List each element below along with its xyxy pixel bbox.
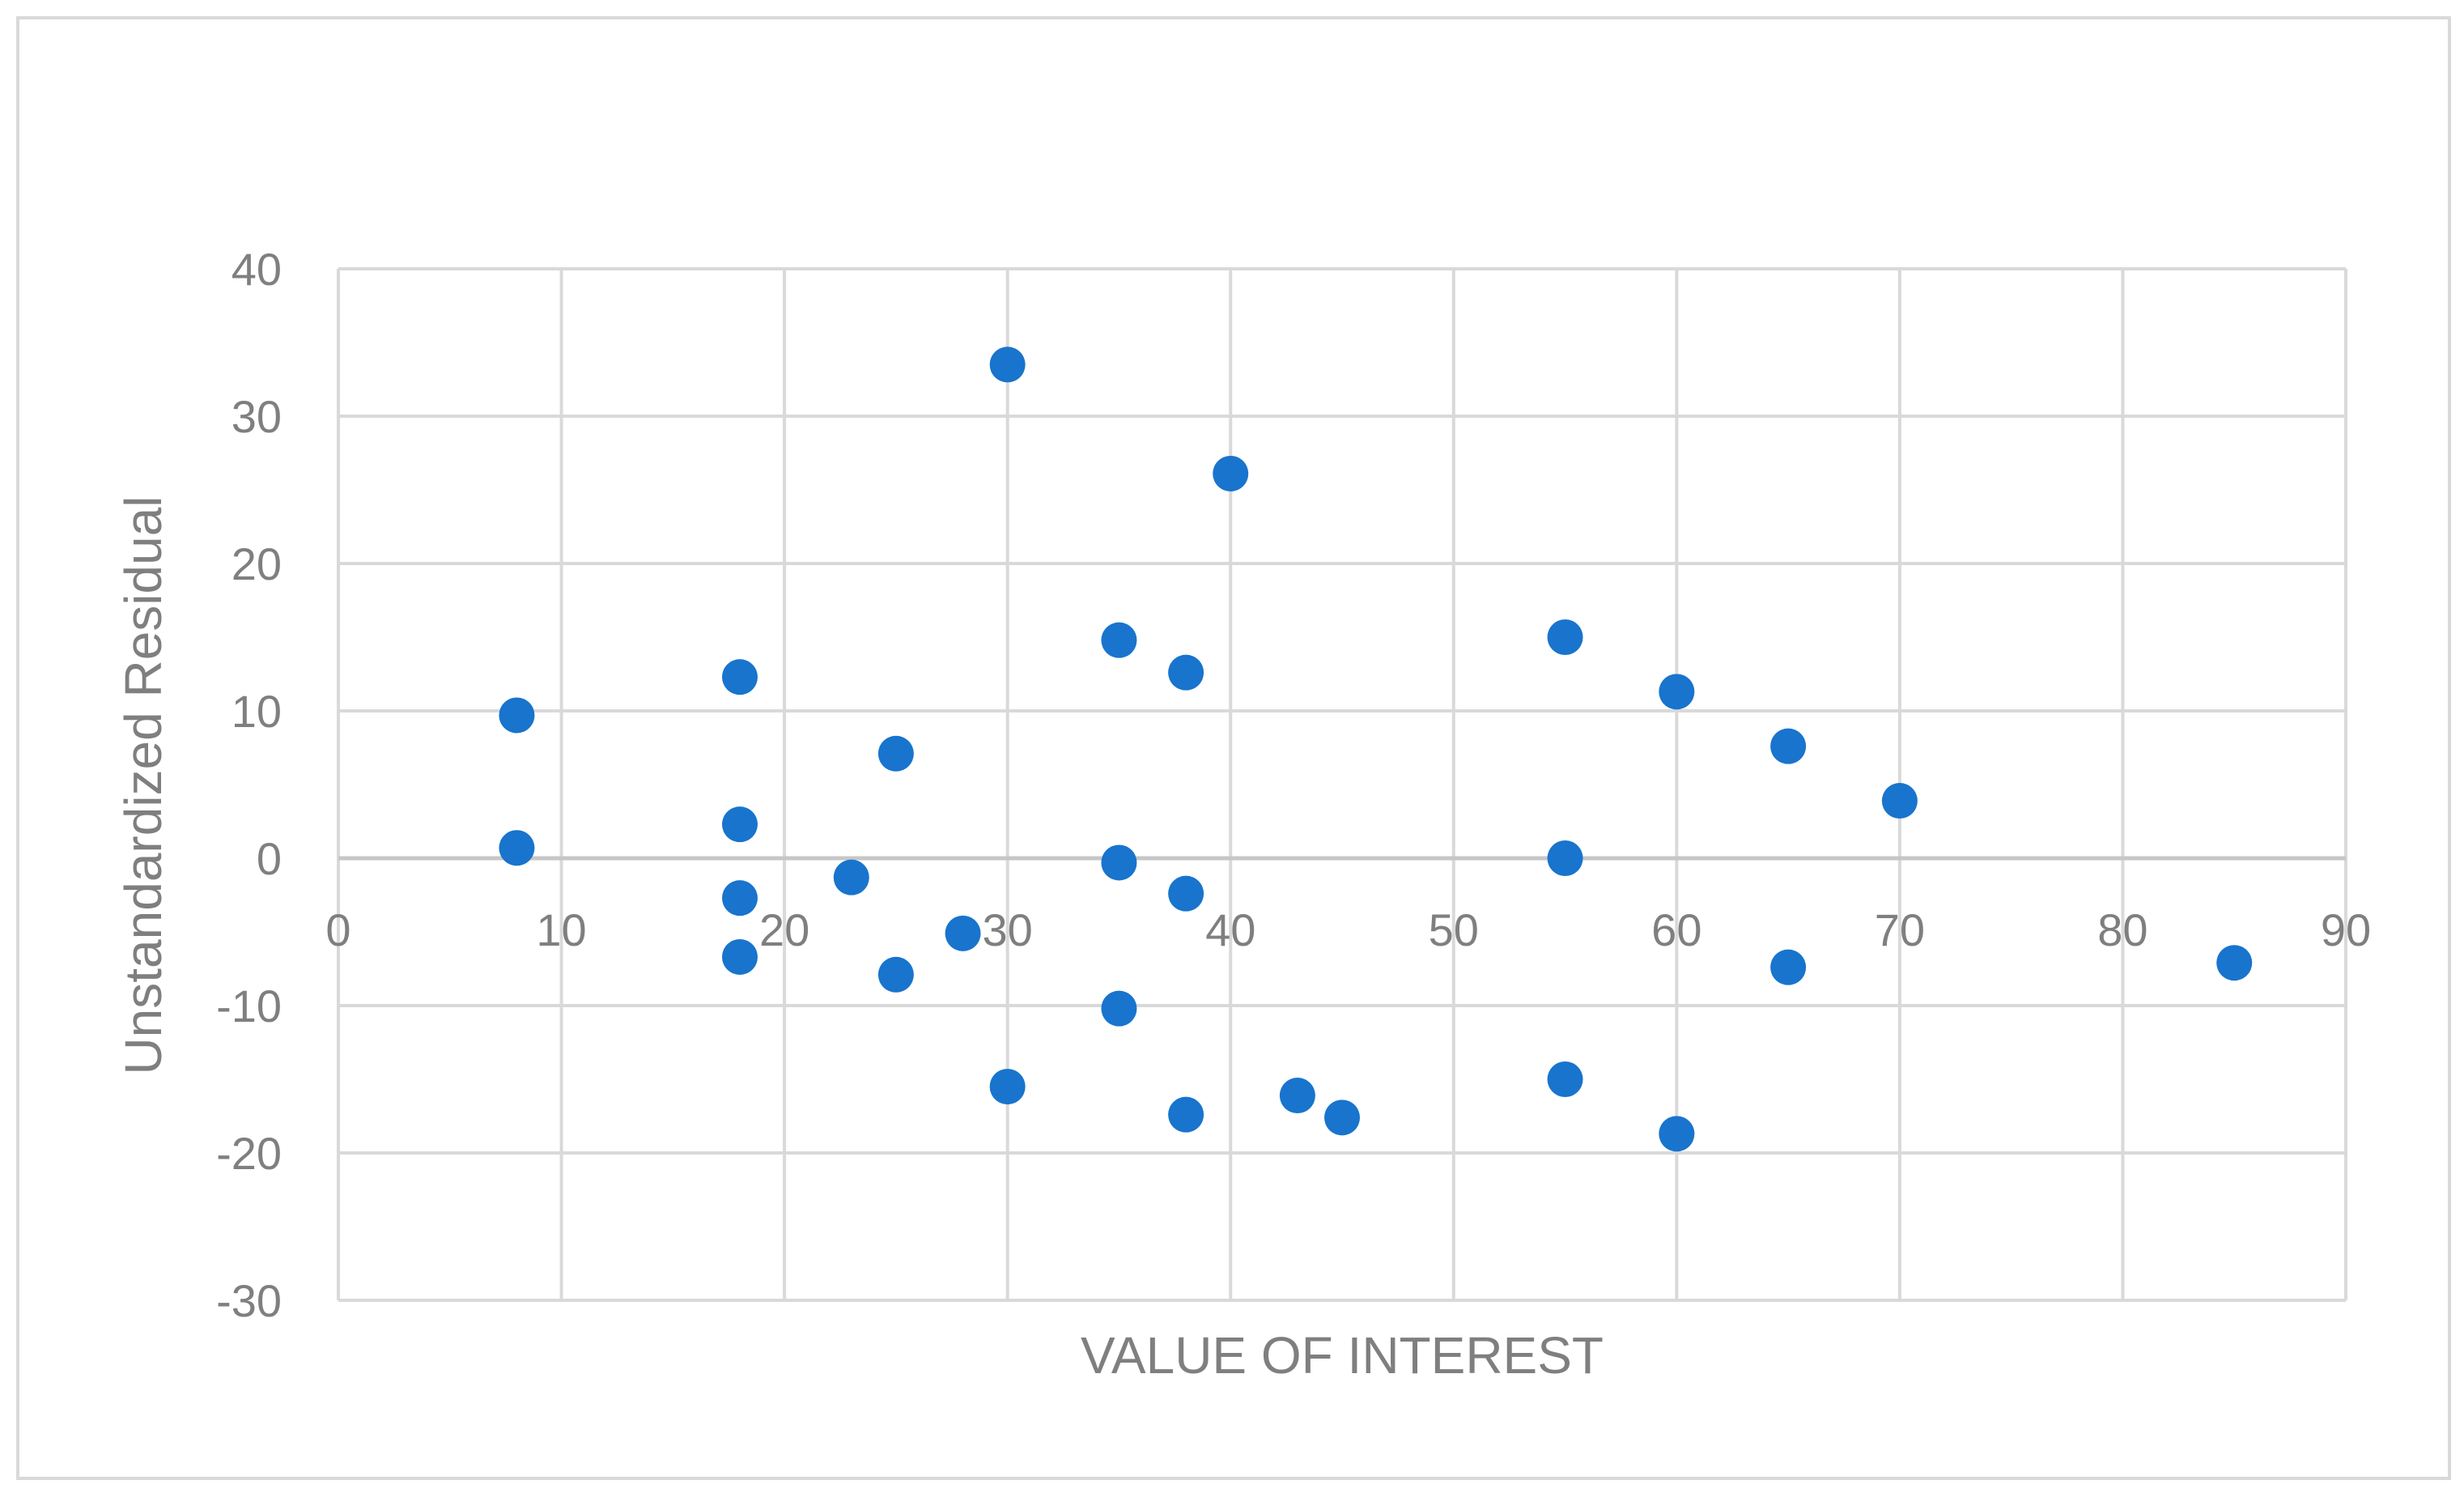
y-tick-label: 40 [232, 244, 282, 295]
data-point [1547, 619, 1583, 655]
data-points [499, 347, 2253, 1152]
y-tick-label: 0 [257, 833, 282, 884]
x-tick-label: 90 [2321, 904, 2371, 955]
data-point [499, 830, 535, 866]
x-tick-label: 60 [1651, 904, 1701, 955]
x-tick-label: 20 [759, 904, 809, 955]
x-tick-label: 30 [983, 904, 1033, 955]
data-point [722, 659, 758, 695]
x-tick-label: 0 [325, 904, 350, 955]
data-point [945, 915, 981, 951]
data-point [877, 735, 914, 772]
data-point [722, 880, 758, 917]
x-tick-label: 70 [1875, 904, 1925, 955]
data-point [1213, 455, 1249, 491]
data-point [1168, 654, 1204, 691]
y-axis-title: Unstandardized Residual [114, 496, 172, 1074]
data-point [499, 697, 535, 734]
y-tick-label: -30 [216, 1275, 282, 1326]
data-point [1168, 1096, 1204, 1133]
data-point [833, 859, 869, 895]
data-point [1547, 840, 1583, 876]
data-point [722, 938, 758, 975]
data-point [1168, 875, 1204, 912]
data-point [1101, 844, 1137, 881]
data-point [989, 347, 1026, 383]
data-point [722, 806, 758, 843]
data-point [1279, 1078, 1315, 1114]
data-point [1659, 1116, 1695, 1152]
x-tick-label: 50 [1429, 904, 1479, 955]
x-axis-title: VALUE OF INTEREST [1081, 1326, 1604, 1385]
x-tick-label: 40 [1205, 904, 1255, 955]
tick-labels: 0 10 20 30 40 50 60 70 80 90 40 30 20 10 0 -10 -20 -30 [216, 244, 2371, 1326]
y-tick-label: 30 [232, 391, 282, 442]
data-point [1101, 990, 1137, 1027]
y-tick-label: -20 [216, 1128, 282, 1179]
chart-area [16, 16, 2451, 1480]
y-tick-label: 10 [232, 686, 282, 737]
data-point [1770, 949, 1807, 985]
data-point [1547, 1061, 1583, 1097]
data-point [1881, 783, 1918, 819]
x-tick-label: 10 [536, 904, 586, 955]
y-tick-label: -10 [216, 980, 282, 1031]
data-point [1770, 728, 1807, 764]
data-point [1659, 674, 1695, 710]
data-point [2216, 945, 2253, 981]
data-point [1324, 1100, 1360, 1136]
data-point [877, 956, 914, 993]
gridlines [337, 267, 2347, 1302]
data-point [989, 1069, 1026, 1105]
y-tick-label: 20 [232, 538, 282, 589]
data-point [1101, 622, 1137, 658]
x-tick-label: 80 [2097, 904, 2148, 955]
